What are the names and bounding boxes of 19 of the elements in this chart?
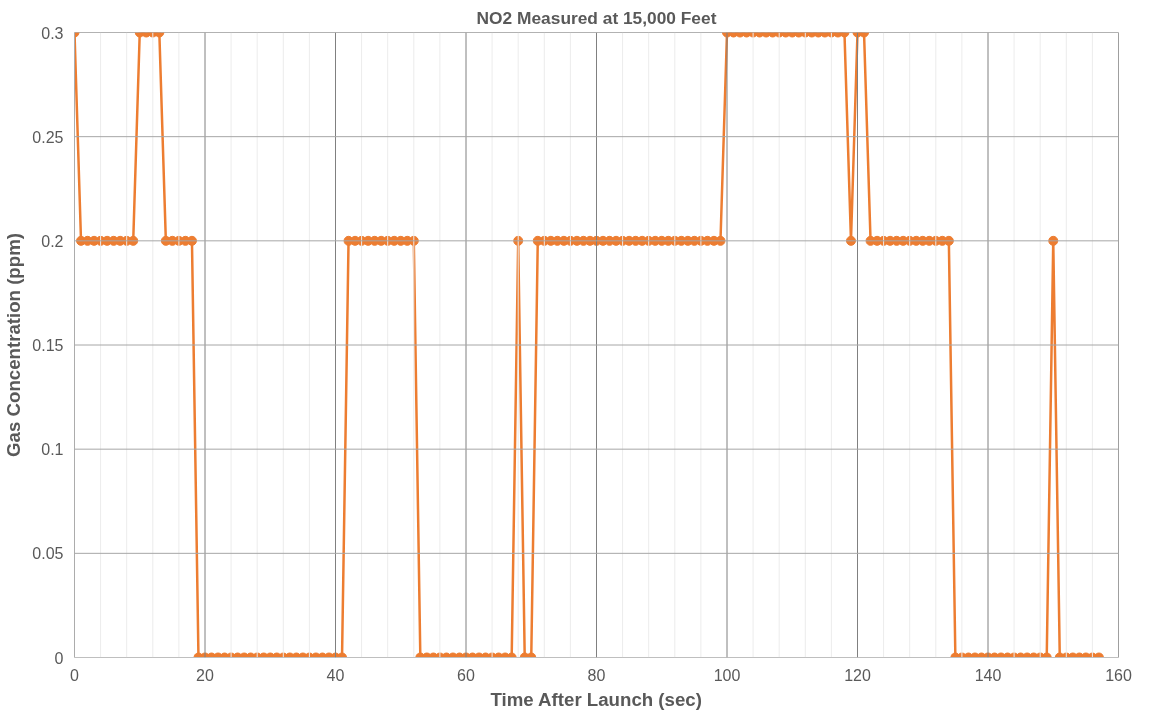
x-tick-label: 0 bbox=[70, 666, 80, 684]
y-axis-title: Gas Concentration (ppm) bbox=[3, 233, 25, 457]
y-tick-label: 0.15 bbox=[32, 337, 64, 354]
x-tick-label: 160 bbox=[1105, 666, 1132, 684]
y-tick-label: 0 bbox=[54, 649, 64, 667]
x-tick-label: 100 bbox=[713, 666, 741, 684]
y-tick-label: 0.1 bbox=[41, 441, 64, 459]
x-axis-title: Time After Launch (sec) bbox=[490, 688, 702, 710]
y-tick-label: 0.2 bbox=[41, 232, 64, 250]
x-tick-label: 120 bbox=[844, 666, 871, 684]
x-tick-label: 140 bbox=[974, 666, 1002, 684]
x-tick-label: 20 bbox=[196, 666, 214, 684]
x-tick-label: 60 bbox=[457, 666, 475, 684]
y-tick-label: 0.25 bbox=[32, 128, 64, 146]
chart-title: NO2 Measured at 15,000 Feet bbox=[476, 7, 717, 28]
x-tick-label: 40 bbox=[326, 666, 345, 684]
x-tick-label: 80 bbox=[587, 666, 606, 684]
y-tick-label: 0.05 bbox=[32, 545, 64, 563]
y-tick-label: 0.3 bbox=[41, 24, 64, 42]
